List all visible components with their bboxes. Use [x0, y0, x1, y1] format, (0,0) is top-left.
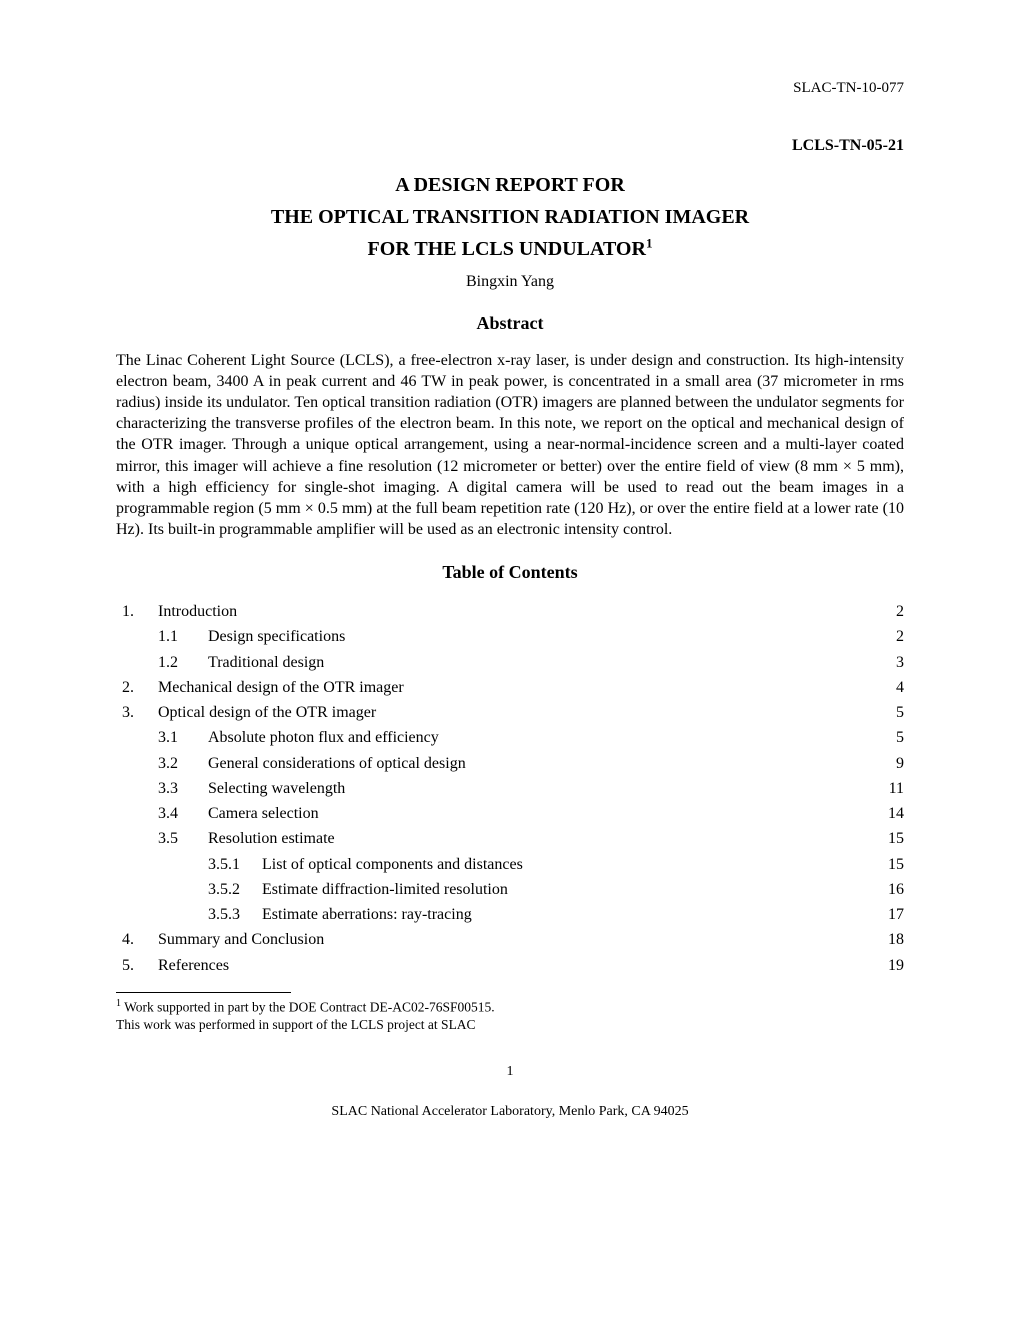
title-line-2: THE OPTICAL TRANSITION RADIATION IMAGER [116, 201, 904, 233]
toc-title: Design specifications [208, 624, 864, 649]
toc-num: 3.5.3 [208, 902, 262, 927]
toc-num: 5. [116, 953, 158, 978]
toc-entry: 5. References 19 [116, 953, 904, 978]
footnote: 1 Work supported in part by the DOE Cont… [116, 997, 904, 1034]
toc-entry: 1.1 Design specifications 2 [116, 624, 904, 649]
toc-num: 3.3 [158, 776, 208, 801]
toc-page: 4 [864, 675, 904, 700]
toc-page: 15 [864, 826, 904, 851]
doc-number: LCLS-TN-05-21 [116, 137, 904, 155]
report-id: SLAC-TN-10-077 [116, 80, 904, 97]
toc-num: 1.1 [158, 624, 208, 649]
toc-title: Introduction [158, 599, 864, 624]
abstract-heading: Abstract [116, 313, 904, 334]
footer-org: SLAC National Accelerator Laboratory, Me… [116, 1104, 904, 1120]
toc-entry: 3.5.2 Estimate diffraction-limited resol… [116, 877, 904, 902]
toc-page: 2 [864, 599, 904, 624]
toc-title: Selecting wavelength [208, 776, 864, 801]
toc-title: Absolute photon flux and efficiency [208, 725, 864, 750]
toc-num: 3.5.2 [208, 877, 262, 902]
toc-entry: 2. Mechanical design of the OTR imager 4 [116, 675, 904, 700]
toc-page: 11 [864, 776, 904, 801]
toc-num: 3.2 [158, 751, 208, 776]
toc-page: 18 [864, 927, 904, 952]
toc-title: Resolution estimate [208, 826, 864, 851]
toc-page: 19 [864, 953, 904, 978]
toc-entry: 4. Summary and Conclusion 18 [116, 927, 904, 952]
toc-num: 1.2 [158, 650, 208, 675]
toc-title: Mechanical design of the OTR imager [158, 675, 864, 700]
toc-num: 3.1 [158, 725, 208, 750]
abstract-body: The Linac Coherent Light Source (LCLS), … [116, 350, 904, 540]
toc-page: 2 [864, 624, 904, 649]
toc-title: References [158, 953, 864, 978]
toc-num: 3. [116, 700, 158, 725]
toc-num: 4. [116, 927, 158, 952]
title-line-3: FOR THE LCLS UNDULATOR1 [116, 233, 904, 265]
author: Bingxin Yang [116, 273, 904, 291]
footnote-line-2: This work was performed in support of th… [116, 1016, 904, 1034]
toc-entry: 3.1 Absolute photon flux and efficiency … [116, 725, 904, 750]
toc-entry: 3.3 Selecting wavelength 11 [116, 776, 904, 801]
toc-page: 5 [864, 725, 904, 750]
toc-entry: 1. Introduction 2 [116, 599, 904, 624]
toc-entry: 3. Optical design of the OTR imager 5 [116, 700, 904, 725]
toc-title: Traditional design [208, 650, 864, 675]
toc-entry: 3.5.3 Estimate aberrations: ray-tracing … [116, 902, 904, 927]
title-block: A DESIGN REPORT FOR THE OPTICAL TRANSITI… [116, 169, 904, 265]
title-line-3-text: FOR THE LCLS UNDULATOR [368, 238, 646, 260]
toc-title: General considerations of optical design [208, 751, 864, 776]
toc-page: 14 [864, 801, 904, 826]
toc-num: 1. [116, 599, 158, 624]
toc-page: 15 [864, 852, 904, 877]
toc-title: Estimate diffraction-limited resolution [262, 877, 864, 902]
footnote-text-1: Work supported in part by the DOE Contra… [121, 999, 495, 1014]
toc-title: Camera selection [208, 801, 864, 826]
toc-title: Estimate aberrations: ray-tracing [262, 902, 864, 927]
toc-page: 3 [864, 650, 904, 675]
toc-entry: 1.2 Traditional design 3 [116, 650, 904, 675]
title-footnote-marker: 1 [646, 235, 653, 250]
toc-title: Optical design of the OTR imager [158, 700, 864, 725]
toc-entry: 3.5.1 List of optical components and dis… [116, 852, 904, 877]
document-page: SLAC-TN-10-077 LCLS-TN-05-21 A DESIGN RE… [0, 0, 1020, 1180]
toc-heading: Table of Contents [116, 562, 904, 583]
page-number: 1 [116, 1064, 904, 1080]
toc-page: 5 [864, 700, 904, 725]
toc-num: 3.5.1 [208, 852, 262, 877]
toc-title: Summary and Conclusion [158, 927, 864, 952]
toc-entry: 3.2 General considerations of optical de… [116, 751, 904, 776]
toc-num: 3.4 [158, 801, 208, 826]
toc-num: 2. [116, 675, 158, 700]
toc-entry: 3.4 Camera selection 14 [116, 801, 904, 826]
toc-page: 17 [864, 902, 904, 927]
footnote-separator [116, 992, 291, 993]
toc-title: List of optical components and distances [262, 852, 864, 877]
toc-page: 16 [864, 877, 904, 902]
toc-page: 9 [864, 751, 904, 776]
toc-entry: 3.5 Resolution estimate 15 [116, 826, 904, 851]
footnote-line-1: 1 Work supported in part by the DOE Cont… [116, 997, 904, 1016]
toc: 1. Introduction 2 1.1 Design specificati… [116, 599, 904, 978]
title-line-1: A DESIGN REPORT FOR [116, 169, 904, 201]
toc-num: 3.5 [158, 826, 208, 851]
